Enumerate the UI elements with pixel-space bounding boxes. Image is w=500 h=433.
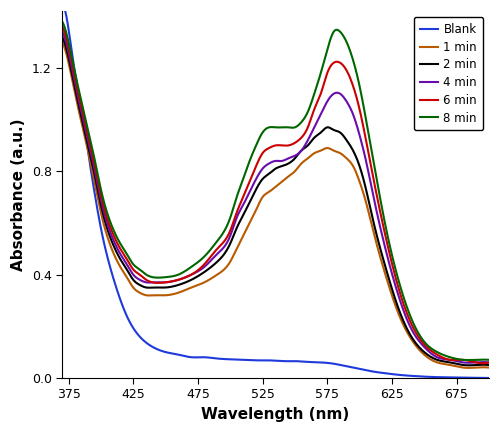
- Blank: [134, 332, 140, 337]
- 1 min: [380, 265, 386, 271]
- Line: 6 min: 6 min: [62, 26, 489, 363]
- 1 min: [169, 292, 175, 297]
- Line: 8 min: 8 min: [62, 22, 489, 360]
- 1 min: [252, 209, 258, 214]
- 4 min: [59, 29, 65, 34]
- 1 min: [486, 365, 492, 370]
- 2 min: [59, 34, 65, 39]
- 2 min: [344, 139, 350, 144]
- 4 min: [380, 238, 386, 243]
- 8 min: [486, 357, 492, 362]
- 8 min: [344, 41, 350, 46]
- Line: Blank: Blank: [62, 3, 489, 378]
- 8 min: [169, 274, 175, 279]
- 1 min: [465, 365, 471, 371]
- 8 min: [380, 213, 386, 218]
- 6 min: [380, 224, 386, 229]
- 2 min: [252, 188, 258, 194]
- 4 min: [134, 276, 140, 281]
- Blank: [59, 1, 65, 6]
- 2 min: [310, 136, 316, 141]
- 1 min: [59, 39, 65, 45]
- 4 min: [486, 360, 492, 365]
- 2 min: [465, 363, 471, 368]
- 2 min: [169, 284, 175, 289]
- 6 min: [480, 361, 486, 366]
- 4 min: [169, 279, 175, 284]
- Blank: [486, 375, 492, 381]
- 2 min: [486, 362, 492, 368]
- X-axis label: Wavelength (nm): Wavelength (nm): [202, 407, 350, 422]
- Blank: [169, 351, 175, 356]
- 8 min: [252, 145, 258, 150]
- 1 min: [344, 156, 350, 162]
- 8 min: [310, 93, 316, 98]
- Blank: [380, 370, 386, 375]
- 6 min: [252, 166, 258, 171]
- 2 min: [380, 257, 386, 262]
- Blank: [344, 364, 350, 369]
- Line: 2 min: 2 min: [62, 37, 489, 365]
- Blank: [252, 358, 258, 363]
- 8 min: [134, 265, 140, 271]
- 1 min: [310, 151, 316, 156]
- 6 min: [486, 360, 492, 365]
- 8 min: [465, 358, 471, 363]
- 4 min: [344, 100, 350, 105]
- Blank: [310, 359, 316, 365]
- 4 min: [310, 126, 316, 131]
- 6 min: [169, 279, 175, 284]
- 4 min: [252, 178, 258, 183]
- 6 min: [344, 69, 350, 74]
- Y-axis label: Absorbance (a.u.): Absorbance (a.u.): [11, 118, 26, 271]
- Line: 4 min: 4 min: [62, 32, 489, 363]
- 2 min: [134, 281, 140, 286]
- 6 min: [59, 24, 65, 29]
- Legend: Blank, 1 min, 2 min, 4 min, 6 min, 8 min: Blank, 1 min, 2 min, 4 min, 6 min, 8 min: [414, 17, 483, 130]
- 8 min: [59, 19, 65, 24]
- 6 min: [310, 109, 316, 114]
- 4 min: [465, 360, 471, 365]
- 6 min: [134, 271, 140, 276]
- Blank: [480, 375, 486, 381]
- Line: 1 min: 1 min: [62, 42, 489, 368]
- 1 min: [134, 289, 140, 294]
